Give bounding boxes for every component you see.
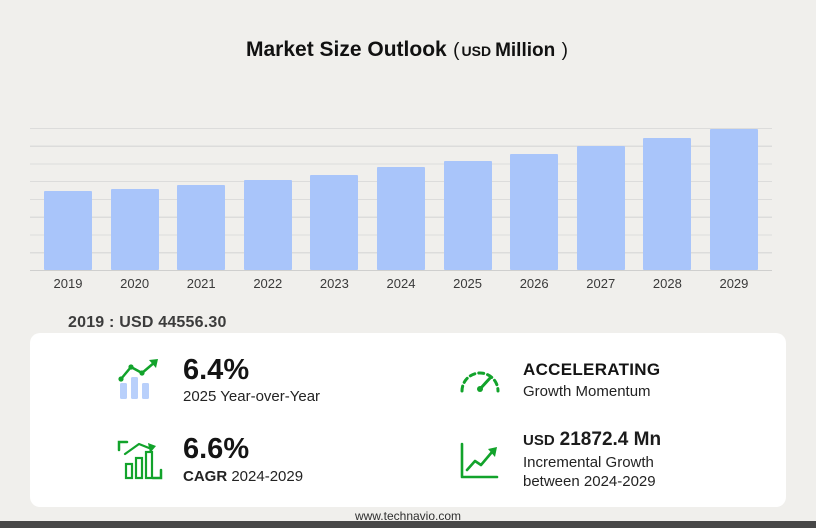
bar-plot — [30, 128, 772, 271]
incremental-value-currency: USD — [523, 432, 555, 450]
bar-2019 — [44, 191, 92, 270]
title-unit-currency: USD — [461, 43, 492, 59]
title-text: Market Size Outlook — [246, 38, 447, 61]
speedometer-icon — [455, 357, 505, 405]
bar-2026 — [510, 154, 559, 270]
bar-2029 — [709, 129, 758, 270]
cagr-label: CAGR 2024-2029 — [183, 468, 303, 487]
yoy-label: 2025 Year-over-Year — [183, 388, 321, 406]
x-tick-2021: 2021 — [186, 276, 216, 291]
cagr-value: 6.6% — [183, 433, 250, 466]
incremental-label-line1: Incremental Growth — [523, 454, 654, 472]
stat-incremental: USD 21872.4 Mn Incremental Growth between… — [455, 429, 756, 492]
title-paren-open: ( — [453, 40, 460, 61]
bar-2022 — [243, 180, 292, 270]
momentum-label: Growth Momentum — [523, 383, 651, 401]
bar-2021 — [177, 185, 226, 270]
momentum-value: ACCELERATING — [523, 360, 661, 380]
x-tick-2022: 2022 — [253, 276, 283, 291]
base-year-annotation: 2019 : USD 44556.30 — [68, 314, 227, 331]
cagr-chart-icon — [115, 436, 165, 484]
bar-2023 — [310, 175, 359, 270]
yoy-value: 6.4% — [183, 354, 250, 386]
title-paren-close: ) — [561, 40, 568, 61]
bar-2024 — [376, 167, 425, 270]
x-tick-2028: 2028 — [652, 276, 682, 291]
cagr-label-rest: 2024-2029 — [227, 467, 304, 485]
stat-yoy: 6.4% 2025 Year-over-Year — [115, 355, 455, 407]
x-tick-2026: 2026 — [519, 276, 549, 291]
stat-momentum: ACCELERATING Growth Momentum — [455, 357, 756, 405]
title-unit-label: Million — [495, 40, 556, 61]
stat-cagr: 6.6% CAGR 2024-2029 — [115, 434, 455, 486]
x-tick-2025: 2025 — [453, 276, 483, 291]
footer-bar — [0, 521, 816, 528]
x-tick-2019: 2019 — [53, 276, 83, 291]
bar-2025 — [443, 161, 492, 270]
stats-panel: 6.4% 2025 Year-over-Year ACCELERATING Gr… — [30, 333, 786, 507]
incremental-growth-icon — [455, 436, 505, 484]
x-tick-2024: 2024 — [386, 276, 416, 291]
bar-chart-growth-icon — [115, 357, 165, 405]
page-title: Market Size Outlook (USD Million ) — [0, 38, 816, 62]
incremental-value-number: 21872.4 Mn — [559, 429, 662, 451]
x-tick-2029: 2029 — [719, 276, 749, 291]
incremental-label-line2: between 2024-2029 — [523, 472, 656, 490]
incremental-value: USD 21872.4 Mn — [523, 429, 661, 451]
x-axis-labels: 2019 2020 2021 2022 2023 2024 2025 2026 2027 2028… — [30, 276, 772, 291]
cagr-label-bold: CAGR — [183, 467, 228, 485]
bar-2028 — [643, 138, 692, 270]
footer-url: www.technavio.com — [354, 509, 462, 523]
x-tick-2020: 2020 — [120, 276, 150, 291]
bar-2027 — [576, 146, 625, 270]
bar-2020 — [110, 189, 159, 270]
x-tick-2027: 2027 — [586, 276, 616, 291]
x-tick-2023: 2023 — [319, 276, 349, 291]
